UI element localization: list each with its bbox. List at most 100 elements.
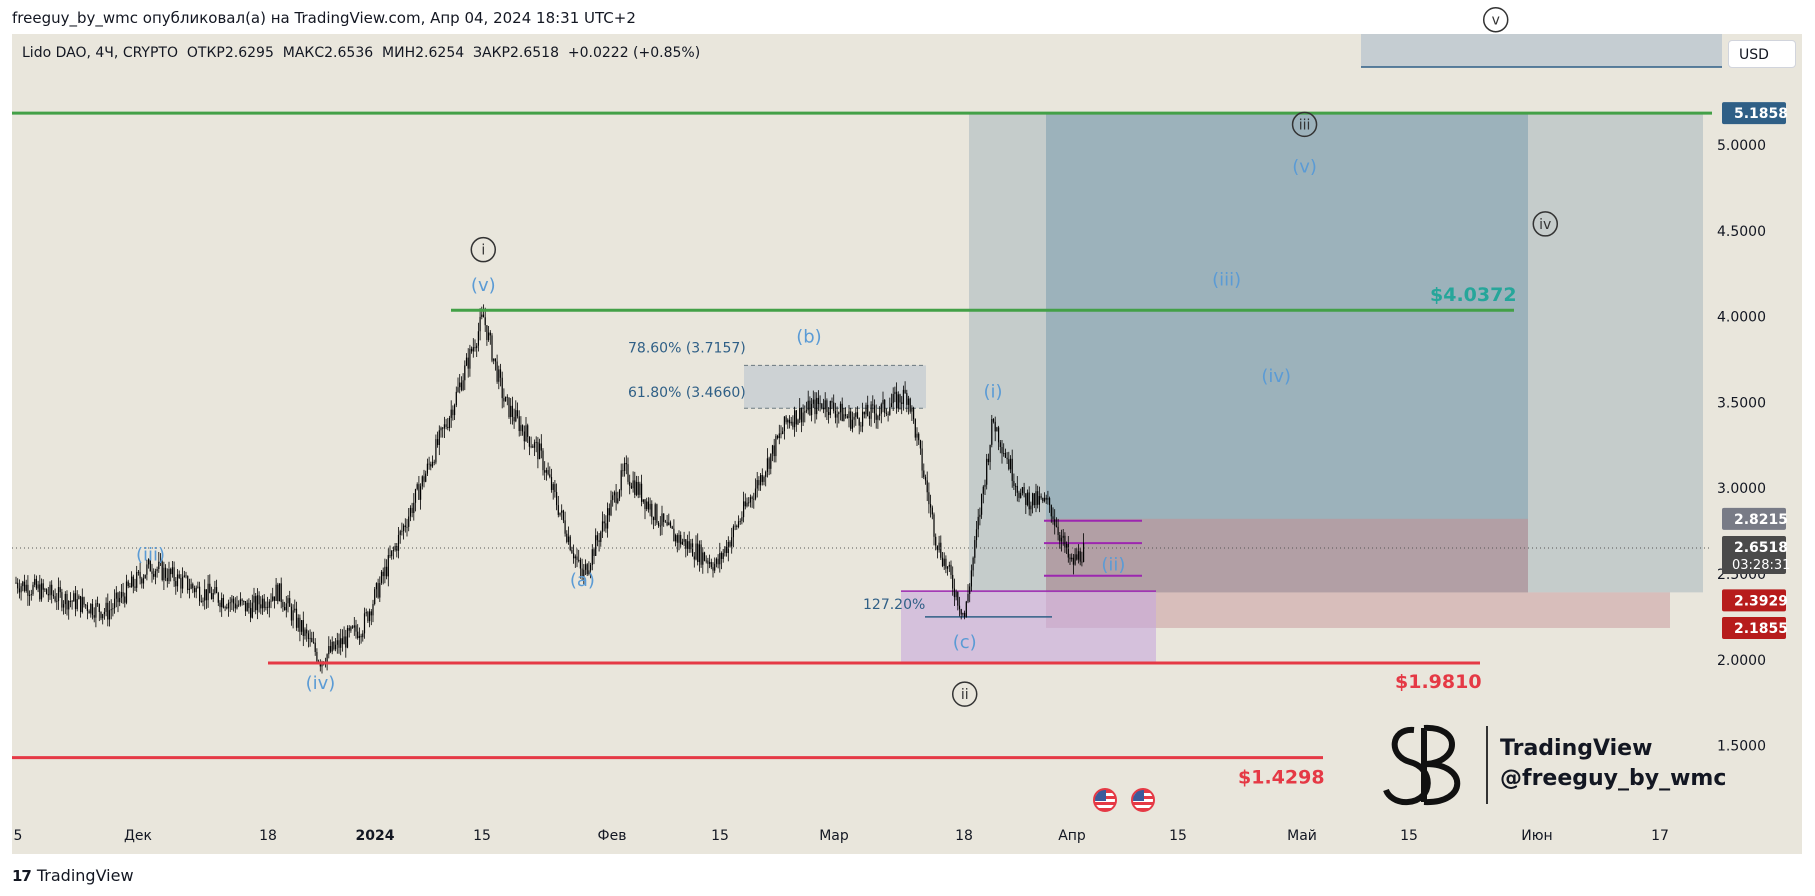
wave-circle xyxy=(951,681,978,707)
candle xyxy=(610,500,612,516)
candle xyxy=(144,574,146,579)
candle xyxy=(1072,557,1074,565)
candle xyxy=(377,583,379,598)
candle xyxy=(853,416,855,420)
candle xyxy=(224,607,226,608)
wave-label-blue: (ii) xyxy=(1101,555,1125,576)
candle xyxy=(561,510,563,513)
candle xyxy=(454,405,456,416)
candle xyxy=(644,499,646,510)
candle xyxy=(1016,485,1018,493)
candle xyxy=(1033,493,1035,506)
candle xyxy=(1045,497,1047,500)
candle xyxy=(261,598,264,609)
candle xyxy=(477,331,479,346)
candle xyxy=(576,556,578,560)
candle xyxy=(52,594,54,597)
candle xyxy=(40,583,43,600)
candle xyxy=(467,357,469,369)
candle xyxy=(107,602,109,620)
candle xyxy=(163,567,165,581)
candle xyxy=(877,415,879,420)
candle xyxy=(1042,497,1044,502)
candle xyxy=(312,641,315,643)
x-tick-label: 18 xyxy=(259,828,277,844)
candle xyxy=(564,520,566,534)
low-label: МИН xyxy=(382,45,416,61)
flag-icon[interactable] xyxy=(1093,788,1117,812)
candle xyxy=(1060,537,1063,542)
candle xyxy=(518,416,520,432)
candle xyxy=(573,553,575,559)
candle xyxy=(97,603,99,605)
candle xyxy=(863,411,865,415)
wave-label-blue: (iii) xyxy=(136,544,165,565)
candle xyxy=(1081,561,1083,563)
wave-label-circled: ii xyxy=(961,687,969,703)
candle xyxy=(991,419,993,445)
candle xyxy=(44,589,46,591)
candle xyxy=(423,476,425,482)
candle xyxy=(945,558,947,569)
candle xyxy=(744,501,746,507)
candle xyxy=(972,557,974,571)
candle xyxy=(1037,491,1039,505)
candle xyxy=(212,593,214,600)
top-box xyxy=(1361,34,1722,67)
candle xyxy=(532,446,534,448)
candle xyxy=(753,498,755,500)
candle xyxy=(787,419,789,423)
candle xyxy=(737,521,740,527)
candle xyxy=(601,521,604,532)
candle xyxy=(239,599,241,605)
candle xyxy=(29,595,31,596)
candle xyxy=(952,574,954,589)
candle xyxy=(678,534,680,543)
candle xyxy=(1028,492,1030,510)
candle xyxy=(465,357,468,366)
candle xyxy=(389,555,391,557)
candle xyxy=(326,654,328,665)
candle xyxy=(865,404,867,415)
candle xyxy=(236,604,238,609)
candle xyxy=(503,398,505,402)
candle xyxy=(984,484,986,487)
candle xyxy=(340,638,342,648)
footer-brand[interactable]: 𝟭𝟳 TradingView xyxy=(12,866,134,885)
candle xyxy=(926,480,928,493)
candle xyxy=(61,592,63,608)
candle xyxy=(1020,492,1022,498)
price-badge-value: 2.8215 xyxy=(1734,512,1788,528)
candle xyxy=(1071,557,1073,560)
candle xyxy=(355,625,357,632)
candle xyxy=(350,626,352,631)
candle xyxy=(127,581,129,587)
candle xyxy=(251,602,253,618)
fib-label-127: 127.20% xyxy=(863,597,925,613)
currency-button[interactable]: USD xyxy=(1728,40,1796,68)
candle xyxy=(948,564,950,567)
candle xyxy=(875,413,877,420)
candle xyxy=(253,596,255,603)
symbol-name[interactable]: Lido DAO xyxy=(22,45,87,61)
candle xyxy=(595,535,597,556)
candle xyxy=(913,407,915,420)
purple-zone xyxy=(901,591,1156,664)
candle xyxy=(499,369,502,378)
candle xyxy=(71,601,73,603)
candle xyxy=(1026,492,1029,505)
candle xyxy=(1079,551,1081,562)
candle xyxy=(98,604,100,612)
flag-icon[interactable] xyxy=(1131,788,1155,812)
candle xyxy=(802,412,804,423)
candle xyxy=(409,507,411,517)
candle xyxy=(142,578,145,584)
candle xyxy=(501,377,503,399)
candle xyxy=(754,488,757,499)
candle xyxy=(42,583,44,590)
candle xyxy=(953,588,955,598)
candle xyxy=(63,604,65,608)
candle xyxy=(76,599,78,610)
wave-circle xyxy=(1482,6,1509,33)
